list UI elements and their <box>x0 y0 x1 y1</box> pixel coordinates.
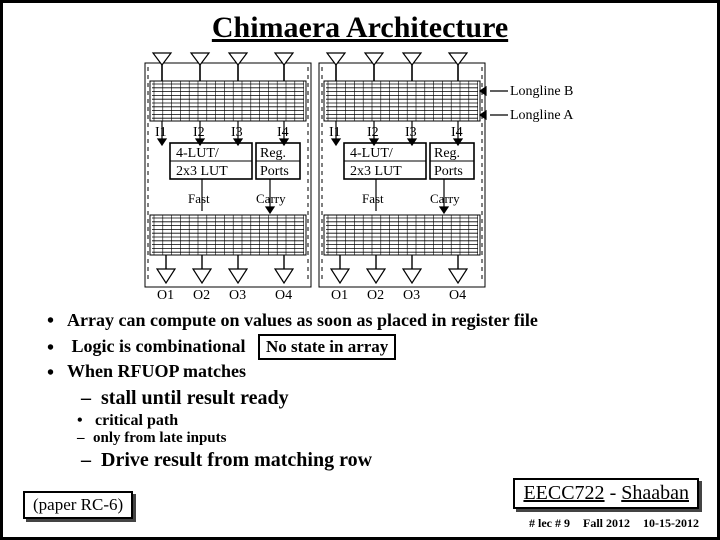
svg-text:I1: I1 <box>329 125 341 140</box>
bullet-l4: only from late inputs <box>77 430 689 447</box>
svg-text:O4: O4 <box>275 288 292 303</box>
bullet-l2: Drive result from matching row <box>81 449 689 472</box>
bullet-l1: When RFUOP matches <box>47 361 689 384</box>
svg-text:Fast: Fast <box>362 191 384 206</box>
svg-text:O2: O2 <box>193 288 210 303</box>
svg-text:I1: I1 <box>155 125 167 140</box>
svg-text:2x3 LUT: 2x3 LUT <box>350 164 402 179</box>
svg-text:I4: I4 <box>451 125 463 140</box>
svg-text:Longline B: Longline B <box>510 84 573 99</box>
svg-text:Reg.: Reg. <box>260 146 286 161</box>
svg-text:I3: I3 <box>231 125 243 140</box>
svg-text:Reg.: Reg. <box>434 146 460 161</box>
svg-text:O3: O3 <box>229 288 246 303</box>
svg-text:4-LUT/: 4-LUT/ <box>350 146 393 161</box>
svg-text:4-LUT/: 4-LUT/ <box>176 146 219 161</box>
course-instructor: Shaaban <box>621 482 689 504</box>
svg-text:O1: O1 <box>331 288 348 303</box>
paper-reference: (paper RC-6) <box>23 491 133 519</box>
bullet-l2: stall until result ready <box>81 387 689 410</box>
svg-text:Carry: Carry <box>430 191 460 206</box>
course-badge: EECC722 - Shaaban <box>513 478 699 509</box>
bullet-list: Array can compute on values as soon as p… <box>3 303 717 472</box>
bullet-l1: Logic is combinational No state in array <box>47 334 689 360</box>
bullet-l3: critical path <box>77 412 689 430</box>
course-sep: - <box>605 482 622 504</box>
svg-text:Carry: Carry <box>256 191 286 206</box>
page-title: Chimaera Architecture <box>3 3 717 45</box>
svg-text:O2: O2 <box>367 288 384 303</box>
svg-text:Longline A: Longline A <box>510 108 574 123</box>
term: Fall 2012 <box>583 516 630 530</box>
svg-text:I3: I3 <box>405 125 417 140</box>
date: 10-15-2012 <box>643 516 699 530</box>
svg-text:O4: O4 <box>449 288 466 303</box>
callout-box: No state in array <box>258 334 396 360</box>
architecture-diagram: I1 I2 I3 I4 4-LUT/2x3 LUT Reg. Ports Fast Carry O… <box>130 51 590 303</box>
course-code: EECC722 <box>523 482 604 504</box>
svg-text:I2: I2 <box>367 125 379 140</box>
svg-text:I4: I4 <box>277 125 289 140</box>
svg-text:Ports: Ports <box>434 164 463 179</box>
svg-text:I2: I2 <box>193 125 205 140</box>
lecture-number: # lec # 9 <box>529 516 570 530</box>
slide-frame: Chimaera Architecture I1 I2 I3 I4 4-LUT/2x3 … <box>0 0 720 540</box>
bullet-text: Logic is combinational <box>72 336 246 356</box>
footer-meta: # lec # 9 Fall 2012 10-15-2012 <box>519 516 699 531</box>
svg-text:Ports: Ports <box>260 164 289 179</box>
svg-text:2x3 LUT: 2x3 LUT <box>176 164 228 179</box>
diagram-container: I1 I2 I3 I4 4-LUT/2x3 LUT Reg. Ports Fast Carry O… <box>3 51 717 303</box>
svg-text:Fast: Fast <box>188 191 210 206</box>
svg-text:O3: O3 <box>403 288 420 303</box>
svg-text:O1: O1 <box>157 288 174 303</box>
bullet-l1: Array can compute on values as soon as p… <box>47 310 689 333</box>
